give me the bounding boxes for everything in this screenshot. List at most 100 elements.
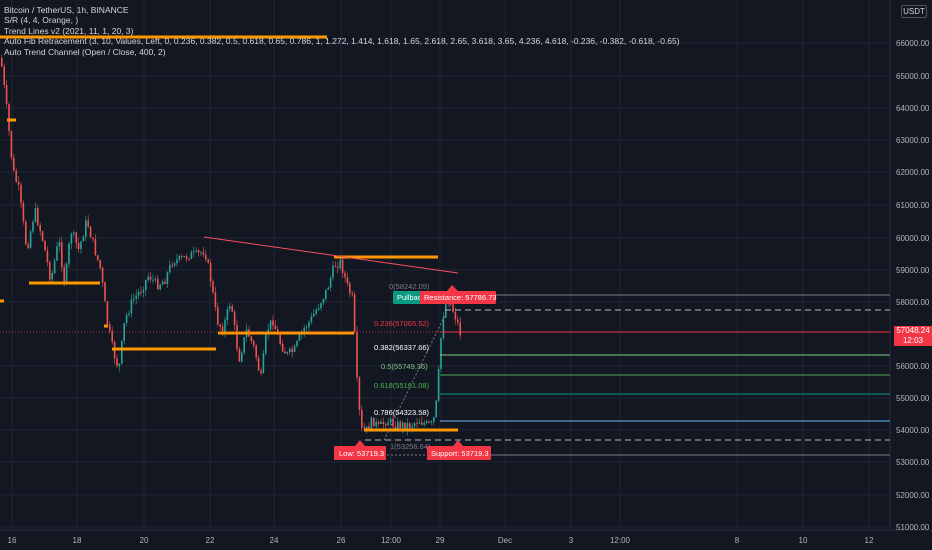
- indicator-auto-fib[interactable]: Auto Fib Retracement (3, 10, Values, Lef…: [4, 36, 680, 47]
- candle-body: [389, 418, 392, 423]
- candle-body: [231, 306, 233, 312]
- support-badge: [427, 446, 491, 460]
- fib-label: 0.5(55749.36): [381, 362, 428, 371]
- candle-body: [135, 295, 137, 299]
- candle-body: [109, 324, 111, 332]
- candle-body: [394, 426, 397, 430]
- candle-body: [118, 363, 121, 367]
- candle-body: [409, 423, 411, 428]
- candle-body: [445, 300, 447, 318]
- candle-body: [361, 409, 363, 428]
- candle-body: [111, 331, 113, 343]
- annotations: Pullback Resistance: 57786.73 Low: 53719…: [334, 285, 497, 460]
- indicator-trend-lines[interactable]: Trend Lines v2 (2021, 11, 1, 20, 3): [4, 25, 134, 36]
- candle-body: [459, 322, 461, 336]
- candle-body: [334, 265, 337, 267]
- candle-body: [46, 250, 49, 263]
- candle-body: [193, 251, 195, 253]
- candle-body: [190, 252, 193, 260]
- time-tick-label: 22: [206, 536, 215, 545]
- candle-body: [161, 281, 164, 285]
- price-tick-label: 58000.00: [896, 298, 930, 307]
- candle-body: [56, 246, 58, 261]
- grid: [0, 0, 890, 530]
- indicator-sr[interactable]: S/R (4, 4, Orange, ): [4, 15, 79, 26]
- candle-body: [349, 283, 351, 294]
- candle-body: [317, 308, 320, 310]
- low-label: Low: 53719.3: [339, 449, 384, 458]
- price-tick-label: 56000.00: [896, 362, 930, 371]
- fib-label: 0.382(56337.66): [374, 343, 430, 352]
- candle-body: [291, 348, 293, 352]
- price-axis[interactable]: 66000.00 65000.00 64000.00 63000.00 62000.00…: [896, 39, 930, 532]
- candle-body: [262, 353, 265, 374]
- candle-body: [89, 226, 92, 238]
- candle-body: [430, 421, 433, 423]
- candle-body: [308, 321, 310, 327]
- candle-body: [178, 255, 181, 260]
- candle-body: [29, 231, 32, 248]
- candle-body: [75, 232, 77, 243]
- price-tick-label: 61000.00: [896, 201, 930, 210]
- price-tick-label: 59000.00: [896, 266, 930, 275]
- candle-body: [140, 291, 142, 293]
- candle-body: [265, 334, 267, 354]
- resistance-label: Resistance: 57786.73: [424, 293, 497, 302]
- time-tick-label: 12:00: [381, 536, 402, 545]
- fib-label: 0.786(54323.58): [374, 408, 430, 417]
- candle-body: [387, 422, 389, 426]
- candle-body: [243, 337, 245, 353]
- candle-body: [137, 291, 140, 296]
- fib-label: 0(58242.09): [389, 282, 430, 291]
- candle-body: [145, 280, 147, 291]
- candle-body: [202, 252, 205, 255]
- candle-body: [313, 313, 315, 317]
- candle-body: [356, 331, 358, 378]
- candle-body: [411, 426, 413, 428]
- candle-body: [337, 266, 339, 269]
- candle-body: [68, 243, 70, 264]
- candle-body: [346, 277, 349, 284]
- candle-body: [159, 284, 161, 290]
- candle-body: [440, 338, 442, 369]
- fib-label: 0.618(55161.08): [374, 381, 430, 390]
- candle-body: [166, 272, 169, 285]
- candle-body: [73, 232, 75, 234]
- candle-body: [214, 292, 217, 308]
- price-tick-label: 64000.00: [896, 104, 930, 113]
- candle-body: [449, 304, 452, 306]
- candle-body: [101, 267, 104, 283]
- currency-selector[interactable]: USDT: [901, 5, 927, 18]
- fib-label: 1(53256.64): [390, 442, 431, 451]
- candle-body: [149, 276, 152, 280]
- candle-body: [257, 357, 260, 371]
- candle-body: [341, 259, 344, 273]
- candle-body: [255, 345, 257, 358]
- candle-body: [284, 351, 286, 354]
- candle-body: [85, 220, 87, 237]
- time-axis[interactable]: 16 18 20 22 24 26 12:00 29 Dec 3 12:00 8 10 12: [8, 536, 874, 545]
- candle-body: [58, 242, 61, 247]
- time-tick-label: 16: [8, 536, 17, 545]
- candle-body: [303, 327, 305, 332]
- trend-line: [203, 236, 459, 274]
- candle-body: [61, 242, 63, 268]
- candle-body: [39, 225, 41, 232]
- candle-body: [133, 298, 135, 300]
- fib-connector: [383, 294, 456, 441]
- price-tick-label: 52000.00: [896, 491, 930, 500]
- time-tick-label: 29: [436, 536, 445, 545]
- candle-body: [358, 377, 361, 410]
- indicator-trend-channel[interactable]: Auto Trend Channel (Open / Close, 400, 2…: [4, 46, 166, 57]
- candle-body: [207, 259, 209, 263]
- candle-body: [97, 255, 99, 260]
- price-tick-label: 60000.00: [896, 234, 930, 243]
- candle-body: [142, 290, 145, 293]
- candle-body: [272, 320, 274, 326]
- pullback-label: Pullback: [397, 293, 426, 302]
- candle-body: [238, 349, 241, 362]
- candle-body: [128, 313, 130, 315]
- time-tick-label: 24: [270, 536, 279, 545]
- symbol-title[interactable]: Bitcoin / TetherUS, 1h, BINANCE: [4, 5, 129, 15]
